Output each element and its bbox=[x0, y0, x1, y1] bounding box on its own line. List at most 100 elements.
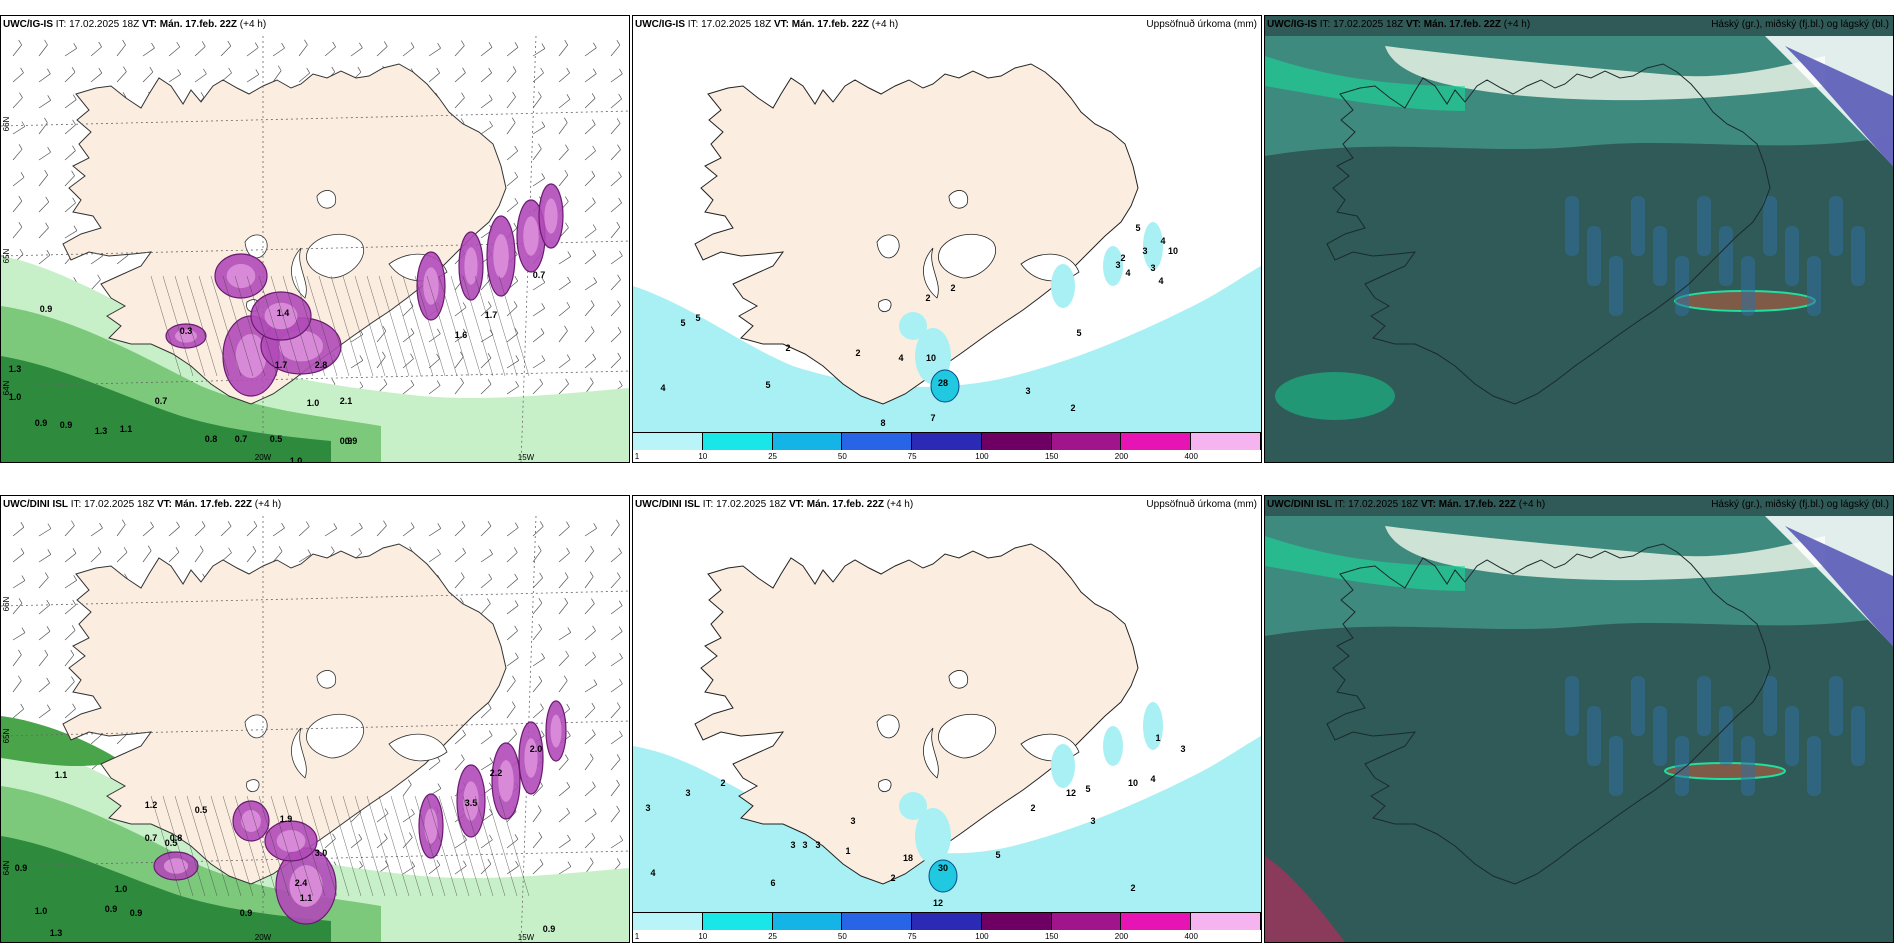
latitude-line bbox=[1, 370, 629, 387]
wind-barb-flag bbox=[384, 808, 389, 814]
wind-barb-flag bbox=[539, 572, 543, 579]
contour-value-label: 1.0 bbox=[35, 906, 48, 916]
contour-value-label: 1.9 bbox=[280, 814, 293, 824]
wind-barb-flag bbox=[460, 118, 465, 124]
hatch-line bbox=[354, 795, 386, 897]
wind-barb bbox=[558, 602, 568, 615]
wind-barb bbox=[12, 44, 22, 57]
wind-barb-flag bbox=[487, 598, 491, 604]
colorbar-segment bbox=[633, 432, 703, 450]
wind-barb-flag bbox=[201, 521, 206, 527]
hatch-line bbox=[270, 795, 302, 897]
wind-barb-flag bbox=[18, 649, 22, 655]
wind-barb bbox=[402, 527, 415, 537]
wind-barb bbox=[142, 71, 154, 83]
wind-barb-flag bbox=[512, 91, 516, 98]
wind-barb bbox=[480, 357, 492, 369]
wind-barb bbox=[376, 46, 388, 57]
wind-barb-flag bbox=[410, 353, 414, 359]
contour-value-label: 1.0 bbox=[115, 884, 128, 894]
wind-barb bbox=[584, 73, 597, 83]
wind-barb bbox=[584, 527, 597, 537]
wind-barb bbox=[506, 552, 518, 563]
colorbar-tick-label: 50 bbox=[837, 452, 847, 461]
wind-barb-flag bbox=[147, 545, 152, 551]
contour-value-label: 5 bbox=[995, 850, 1000, 860]
wind-barb bbox=[402, 305, 414, 317]
wind-barb-flag bbox=[71, 170, 75, 176]
wind-barb-flag bbox=[46, 249, 51, 256]
hatch-line bbox=[162, 795, 194, 897]
snow-cell-core bbox=[493, 234, 509, 278]
wind-barb-flag bbox=[71, 676, 75, 682]
wind-barb-flag bbox=[541, 277, 546, 283]
wind-barb bbox=[558, 552, 570, 563]
contour-value-label: 0.7 bbox=[235, 434, 248, 444]
wind-barb-flag bbox=[47, 549, 52, 555]
glacier-outline bbox=[876, 714, 900, 739]
cloud-streak bbox=[1697, 676, 1711, 736]
wind-barb bbox=[532, 178, 545, 187]
wind-barb bbox=[584, 175, 596, 187]
wind-barb-flag bbox=[592, 651, 596, 658]
wind-barb bbox=[532, 864, 544, 875]
map-canvas: 0.91.01.30.70.9 0.91.3 1.10.8 0.7 0.5 0.91.01… bbox=[1, 35, 629, 462]
glacier-outline bbox=[923, 727, 939, 779]
wind-barb-flag bbox=[514, 42, 519, 48]
wind-barb bbox=[168, 526, 180, 537]
wind-barb bbox=[90, 72, 103, 83]
wind-barb bbox=[610, 255, 623, 265]
wind-barb-flag bbox=[358, 547, 363, 554]
wind-barb bbox=[428, 553, 441, 563]
wind-barb-flag bbox=[590, 545, 594, 552]
wind-barb bbox=[506, 680, 516, 693]
wind-barb bbox=[610, 840, 623, 849]
snow-cell-core bbox=[226, 263, 256, 289]
wind-barb bbox=[116, 551, 128, 563]
hatch-line bbox=[402, 275, 434, 377]
wind-barb-flag bbox=[122, 92, 127, 98]
wind-barb bbox=[532, 333, 545, 343]
wind-barb bbox=[532, 577, 543, 589]
wind-barb-flag bbox=[228, 547, 232, 553]
wind-barb-flag bbox=[70, 649, 75, 656]
wind-barb-flag bbox=[589, 753, 594, 759]
contour-value-label: 0.9 bbox=[240, 908, 253, 918]
contour-value-label: 1 bbox=[1155, 733, 1160, 743]
wind-barb bbox=[532, 282, 546, 291]
wind-barb bbox=[64, 150, 76, 161]
contour-value-label: 3 bbox=[815, 840, 820, 850]
contour-value-label: 0.7 bbox=[533, 270, 546, 280]
wind-barb-flag bbox=[18, 195, 23, 202]
wind-barb-flag bbox=[332, 41, 336, 48]
contour-value-label: 3 bbox=[1180, 744, 1185, 754]
hatch-line bbox=[366, 275, 398, 377]
wind-barb bbox=[558, 306, 571, 317]
contour-value-label: 0.5 bbox=[270, 434, 283, 444]
wind-barb bbox=[584, 630, 596, 641]
cloud-streak bbox=[1653, 706, 1667, 766]
wind-barb-flag bbox=[592, 781, 596, 787]
wind-barb-flag bbox=[514, 171, 519, 178]
contour-value-label: 3 bbox=[1025, 386, 1030, 396]
wind-barb bbox=[532, 836, 543, 849]
wind-barb bbox=[64, 525, 75, 537]
wind-barb bbox=[610, 707, 621, 719]
wind-barb-flag bbox=[514, 834, 519, 840]
hatch-line bbox=[426, 275, 458, 377]
wind-barb bbox=[506, 122, 516, 135]
wind-barb bbox=[246, 74, 260, 83]
wind-barb bbox=[38, 254, 51, 265]
panel-header: UWC/DINI ISL IT: 17.02.2025 18Z VT: Mán.… bbox=[635, 499, 914, 510]
wind-barb-flag bbox=[618, 197, 622, 204]
cloud-patch bbox=[1275, 372, 1395, 420]
wind-barb bbox=[272, 551, 283, 563]
glacier-outline bbox=[923, 247, 939, 299]
wind-barb-flag bbox=[175, 546, 180, 553]
wind-barb-flag bbox=[592, 249, 597, 256]
hatch-line bbox=[210, 275, 242, 377]
hatch-line bbox=[198, 275, 230, 377]
wind-barb bbox=[480, 708, 492, 719]
wind-barb-flag bbox=[592, 729, 596, 735]
wind-barb bbox=[454, 45, 465, 57]
